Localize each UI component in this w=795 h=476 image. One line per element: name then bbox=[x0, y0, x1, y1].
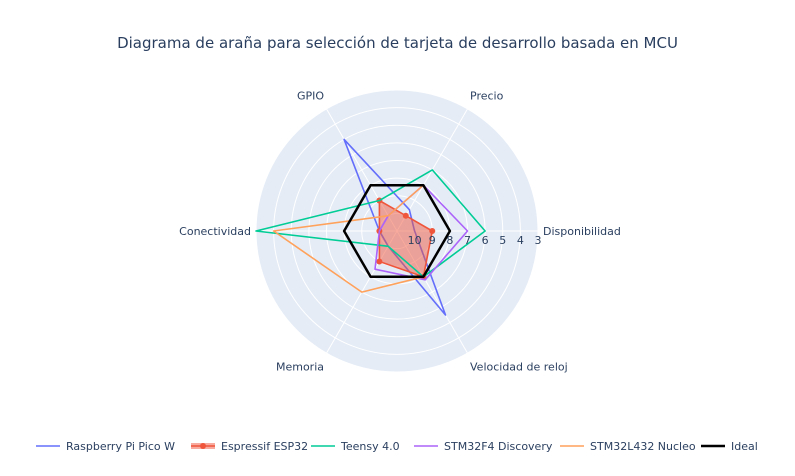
data-point bbox=[376, 258, 383, 265]
axis-label: Memoria bbox=[276, 360, 324, 373]
legend-swatch bbox=[560, 445, 584, 447]
legend-item[interactable]: STM32L432 Nucleo bbox=[558, 436, 696, 456]
legend-item[interactable]: Espressif ESP32 bbox=[189, 436, 308, 456]
data-point bbox=[402, 212, 409, 219]
legend-label: Raspberry Pi Pico W bbox=[66, 439, 176, 453]
legend-swatch bbox=[414, 445, 438, 447]
legend-label: STM32L432 Nucleo bbox=[590, 439, 696, 453]
legend-item[interactable]: Raspberry Pi Pico W bbox=[34, 436, 175, 456]
radial-tick-label: 10 bbox=[408, 234, 422, 247]
radial-tick-label: 8 bbox=[446, 234, 453, 247]
axis-label: Disponibilidad bbox=[543, 225, 621, 238]
series-layer bbox=[255, 138, 486, 316]
legend-swatch bbox=[311, 445, 335, 447]
legend-label: Teensy 4.0 bbox=[341, 439, 400, 453]
legend-swatch bbox=[191, 443, 215, 449]
chart-title: Diagrama de araña para selección de tarj… bbox=[117, 34, 678, 52]
axis-label: Velocidad de reloj bbox=[470, 360, 568, 373]
legend: Raspberry Pi Pico W Espressif ESP32 Teensy… bbox=[0, 436, 795, 456]
radial-tick-label: 5 bbox=[499, 234, 506, 247]
radial-tick-label: 4 bbox=[517, 234, 524, 247]
legend-swatch bbox=[701, 444, 725, 448]
axis-label: Precio bbox=[470, 90, 504, 103]
legend-item[interactable]: Teensy 4.0 bbox=[309, 436, 400, 456]
radial-tick-label: 9 bbox=[429, 234, 436, 247]
radial-tick-label: 3 bbox=[535, 234, 542, 247]
legend-item[interactable]: Ideal bbox=[699, 436, 758, 456]
data-point bbox=[429, 228, 436, 234]
legend-swatch bbox=[36, 445, 60, 447]
axis-label: Conectividad bbox=[179, 225, 251, 238]
legend-item[interactable]: STM32F4 Discovery bbox=[412, 436, 552, 456]
radial-tick-label: 6 bbox=[482, 234, 489, 247]
axis-label: GPIO bbox=[297, 90, 324, 103]
radial-tick-label: 7 bbox=[464, 234, 471, 247]
legend-label: STM32F4 Discovery bbox=[444, 439, 553, 453]
legend-label: Espressif ESP32 bbox=[221, 439, 309, 453]
legend-label: Ideal bbox=[731, 439, 758, 453]
series-ideal bbox=[342, 183, 452, 279]
